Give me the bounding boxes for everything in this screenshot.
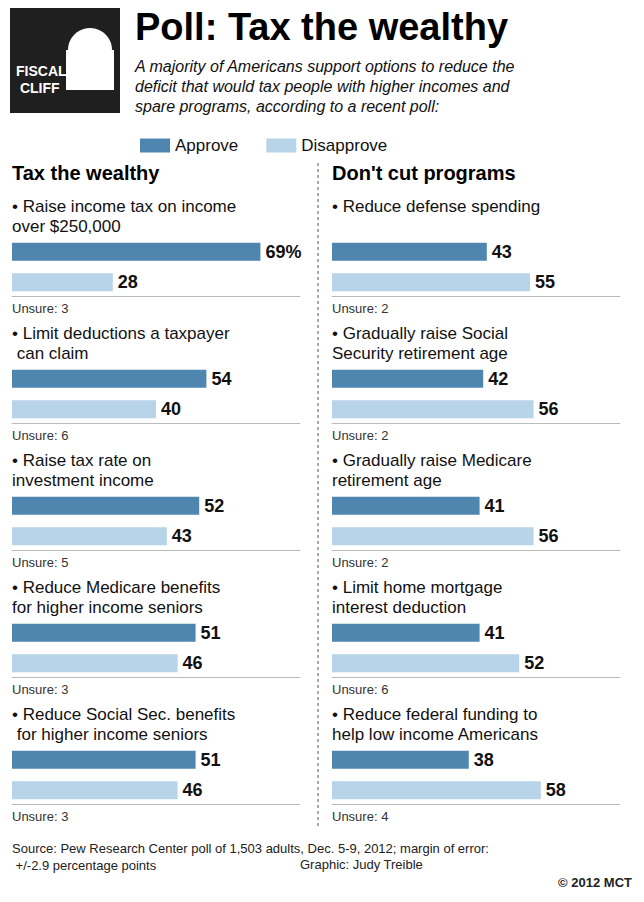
svg-text:Unsure: 4: Unsure: 4 [332,809,388,824]
svg-text:58: 58 [546,780,566,800]
svg-text:• Reduce Social Sec. benefits: • Reduce Social Sec. benefits [12,705,235,724]
svg-text:• Reduce defense spending: • Reduce defense spending [332,197,540,216]
svg-text:28: 28 [118,272,138,292]
svg-text:Graphic: Judy Treible: Graphic: Judy Treible [300,857,423,872]
svg-text:Unsure: 6: Unsure: 6 [332,682,388,697]
svg-text:56: 56 [539,526,559,546]
svg-text:52: 52 [524,653,544,673]
svg-text:42: 42 [488,369,508,389]
svg-text:over $250,000: over $250,000 [12,217,121,236]
svg-text:55: 55 [535,272,555,292]
svg-text:+/-2.9 percentage points: +/-2.9 percentage points [12,858,157,873]
svg-text:• Gradually raise Social: • Gradually raise Social [332,324,513,343]
svg-text:Disapprove: Disapprove [301,136,387,155]
svg-text:Don't cut programs: Don't cut programs [332,162,516,184]
svg-text:Unsure: 3: Unsure: 3 [12,301,68,316]
svg-text:for higher income seniors: for higher income seniors [12,725,208,744]
svg-text:deficit that would tax people: deficit that would tax people with highe… [135,78,514,95]
svg-text:38: 38 [474,750,494,770]
svg-text:• Reduce federal funding to: • Reduce federal funding to [332,705,542,724]
svg-text:69%: 69% [265,242,301,262]
svg-text:46: 46 [183,780,203,800]
svg-text:© 2012 MCT: © 2012 MCT [558,875,632,890]
svg-text:Unsure: 3: Unsure: 3 [12,809,68,824]
svg-text:41: 41 [485,623,505,643]
svg-text:43: 43 [172,526,192,546]
svg-text:Unsure: 5: Unsure: 5 [12,555,68,570]
svg-text:Source: Pew Research Center po: Source: Pew Research Center poll of 1,50… [12,841,489,856]
svg-text:41: 41 [485,496,505,516]
svg-text:40: 40 [161,399,181,419]
svg-text:FISCAL: FISCAL [16,63,67,79]
svg-text:43: 43 [492,242,512,262]
svg-text:interest deduction: interest deduction [332,598,466,617]
svg-text:CLIFF: CLIFF [16,80,60,96]
svg-text:• Raise tax rate on: • Raise tax rate on [12,451,156,470]
svg-text:Unsure: 2: Unsure: 2 [332,555,388,570]
svg-text:for higher income seniors: for higher income seniors [12,598,203,617]
svg-text:Tax the wealthy: Tax the wealthy [12,162,160,184]
svg-text:retirement age: retirement age [332,471,442,490]
svg-text:Approve: Approve [175,136,238,155]
svg-text:52: 52 [204,496,224,516]
svg-text:51: 51 [201,750,221,770]
svg-text:• Limit deductions a taxpayer: • Limit deductions a taxpayer [12,324,230,343]
svg-text:help low income Americans: help low income Americans [332,725,538,744]
svg-text:Unsure: 6: Unsure: 6 [12,428,68,443]
svg-text:Unsure: 2: Unsure: 2 [332,428,388,443]
svg-text:• Raise income tax on income: • Raise income tax on income [12,197,241,216]
svg-text:spare programs, according to a: spare programs, according to a recent po… [135,98,439,115]
svg-text:46: 46 [183,653,203,673]
svg-text:can claim: can claim [12,344,89,363]
svg-text:56: 56 [539,399,559,419]
svg-text:• Reduce Medicare benefits: • Reduce Medicare benefits [12,578,225,597]
svg-text:Poll: Tax the wealthy: Poll: Tax the wealthy [135,6,508,48]
svg-text:Unsure: 3: Unsure: 3 [12,682,68,697]
svg-text:Unsure: 2: Unsure: 2 [332,301,388,316]
svg-text:51: 51 [201,623,221,643]
svg-text:• Gradually raise Medicare: • Gradually raise Medicare [332,451,536,470]
svg-text:A majority of Americans suppor: A majority of Americans support options … [134,58,519,75]
svg-text:• Limit home mortgage: • Limit home mortgage [332,578,507,597]
svg-text:54: 54 [211,369,231,389]
svg-text:Security retirement age: Security retirement age [332,344,508,363]
svg-text:investment income: investment income [12,471,154,490]
